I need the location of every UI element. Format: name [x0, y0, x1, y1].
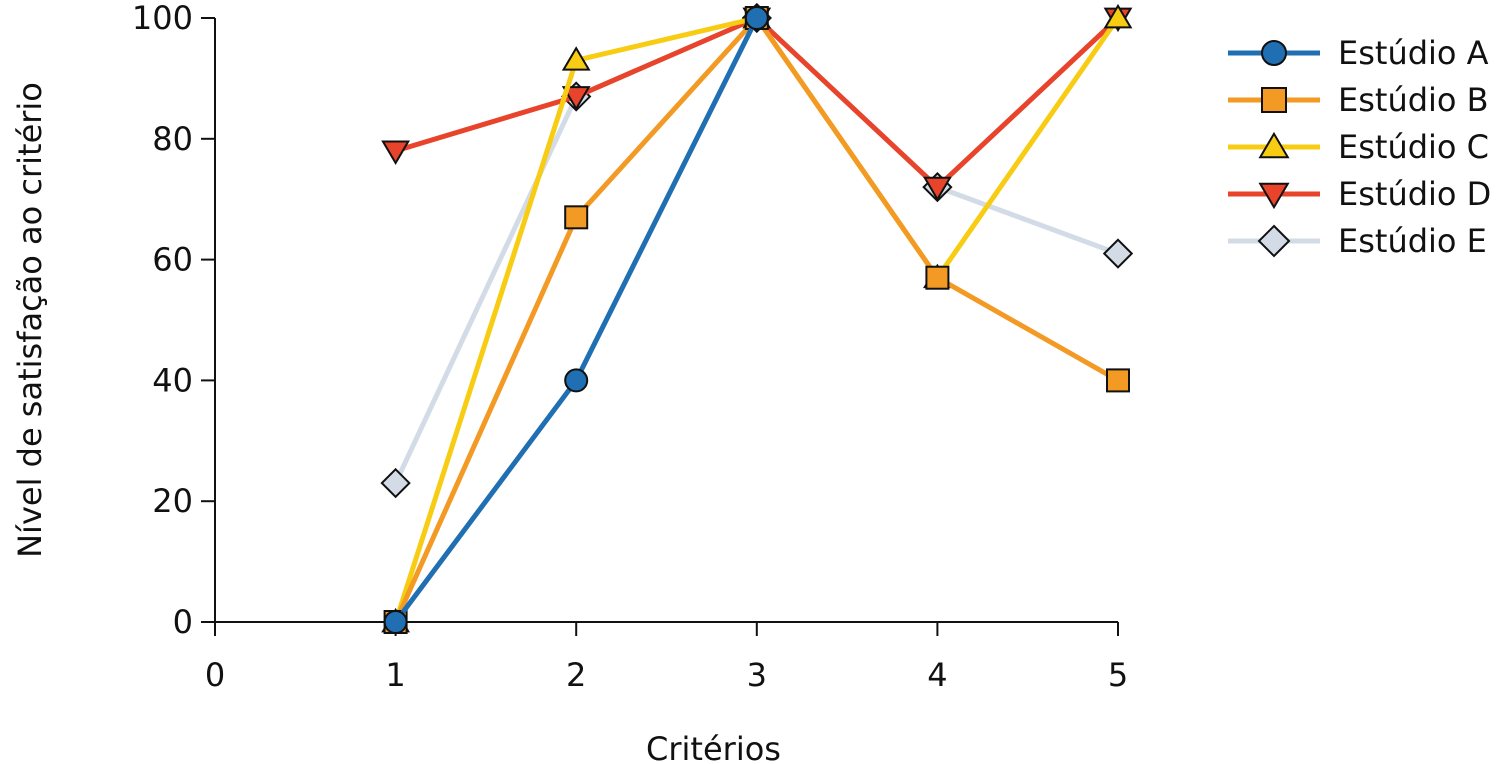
axes: 0 20 40 60 80 100 0 1 2 3 4 5: [132, 0, 1128, 694]
x-tick-label: 1: [385, 656, 405, 694]
x-axis-title: Critérios: [646, 730, 781, 764]
series-estúdio-b: [383, 6, 1130, 634]
y-tick-label: 20: [152, 482, 193, 520]
data-point: [561, 86, 591, 111]
legend-marker: [1261, 87, 1287, 113]
legend-label: Estúdio D: [1338, 175, 1491, 213]
series-estúdio-a: [383, 6, 769, 634]
data-point: [380, 467, 411, 499]
legend-marker: [1257, 224, 1291, 258]
legend-label: Estúdio A: [1338, 34, 1489, 72]
data-point: [561, 46, 591, 71]
data-point: [383, 610, 408, 634]
series-line: [393, 15, 1119, 485]
legend-marker: [1258, 131, 1290, 159]
series-line: [394, 15, 1120, 190]
x-tick-label: 5: [1108, 656, 1128, 694]
data-point: [381, 140, 411, 165]
legend-item: Estúdio C: [1228, 128, 1489, 166]
legend-label: Estúdio C: [1338, 128, 1489, 166]
x-tick-label: 4: [927, 656, 947, 694]
x-tick-label: 0: [205, 656, 225, 694]
series-layer: [380, 2, 1134, 634]
legend-marker: [1258, 182, 1290, 210]
data-point: [1103, 3, 1133, 29]
y-axis-title: Nível de satisfação ao critério: [11, 82, 49, 558]
legend-item: Estúdio D: [1228, 175, 1491, 213]
y-tick-label: 60: [152, 241, 193, 279]
legend-item: Estúdio B: [1228, 81, 1489, 119]
legend-label: Estúdio B: [1338, 81, 1489, 119]
y-tick-label: 40: [152, 361, 193, 399]
y-tick-label: 0: [173, 603, 193, 641]
y-tick-label: 80: [152, 120, 193, 158]
series-estúdio-e: [380, 2, 1134, 499]
series-line: [393, 15, 1120, 624]
data-point: [1102, 238, 1134, 269]
legend-item: Estúdio E: [1228, 222, 1487, 260]
x-tick-label: 3: [747, 656, 767, 694]
data-point: [922, 176, 952, 202]
x-tick-label: 2: [566, 656, 586, 694]
data-point: [925, 265, 950, 290]
data-point: [744, 6, 769, 30]
legend-label: Estúdio E: [1338, 222, 1487, 260]
legend-item: Estúdio A: [1228, 34, 1489, 72]
series-estúdio-c: [381, 3, 1133, 633]
y-tick-label: 100: [132, 0, 193, 37]
series-estúdio-d: [381, 7, 1133, 202]
data-point: [564, 205, 589, 230]
data-point: [564, 368, 589, 393]
data-point: [1106, 368, 1130, 393]
legend-marker: [1261, 40, 1287, 66]
legend: Estúdio A Estúdio B Estúdio C Estúdio D Estú…: [1228, 34, 1491, 260]
